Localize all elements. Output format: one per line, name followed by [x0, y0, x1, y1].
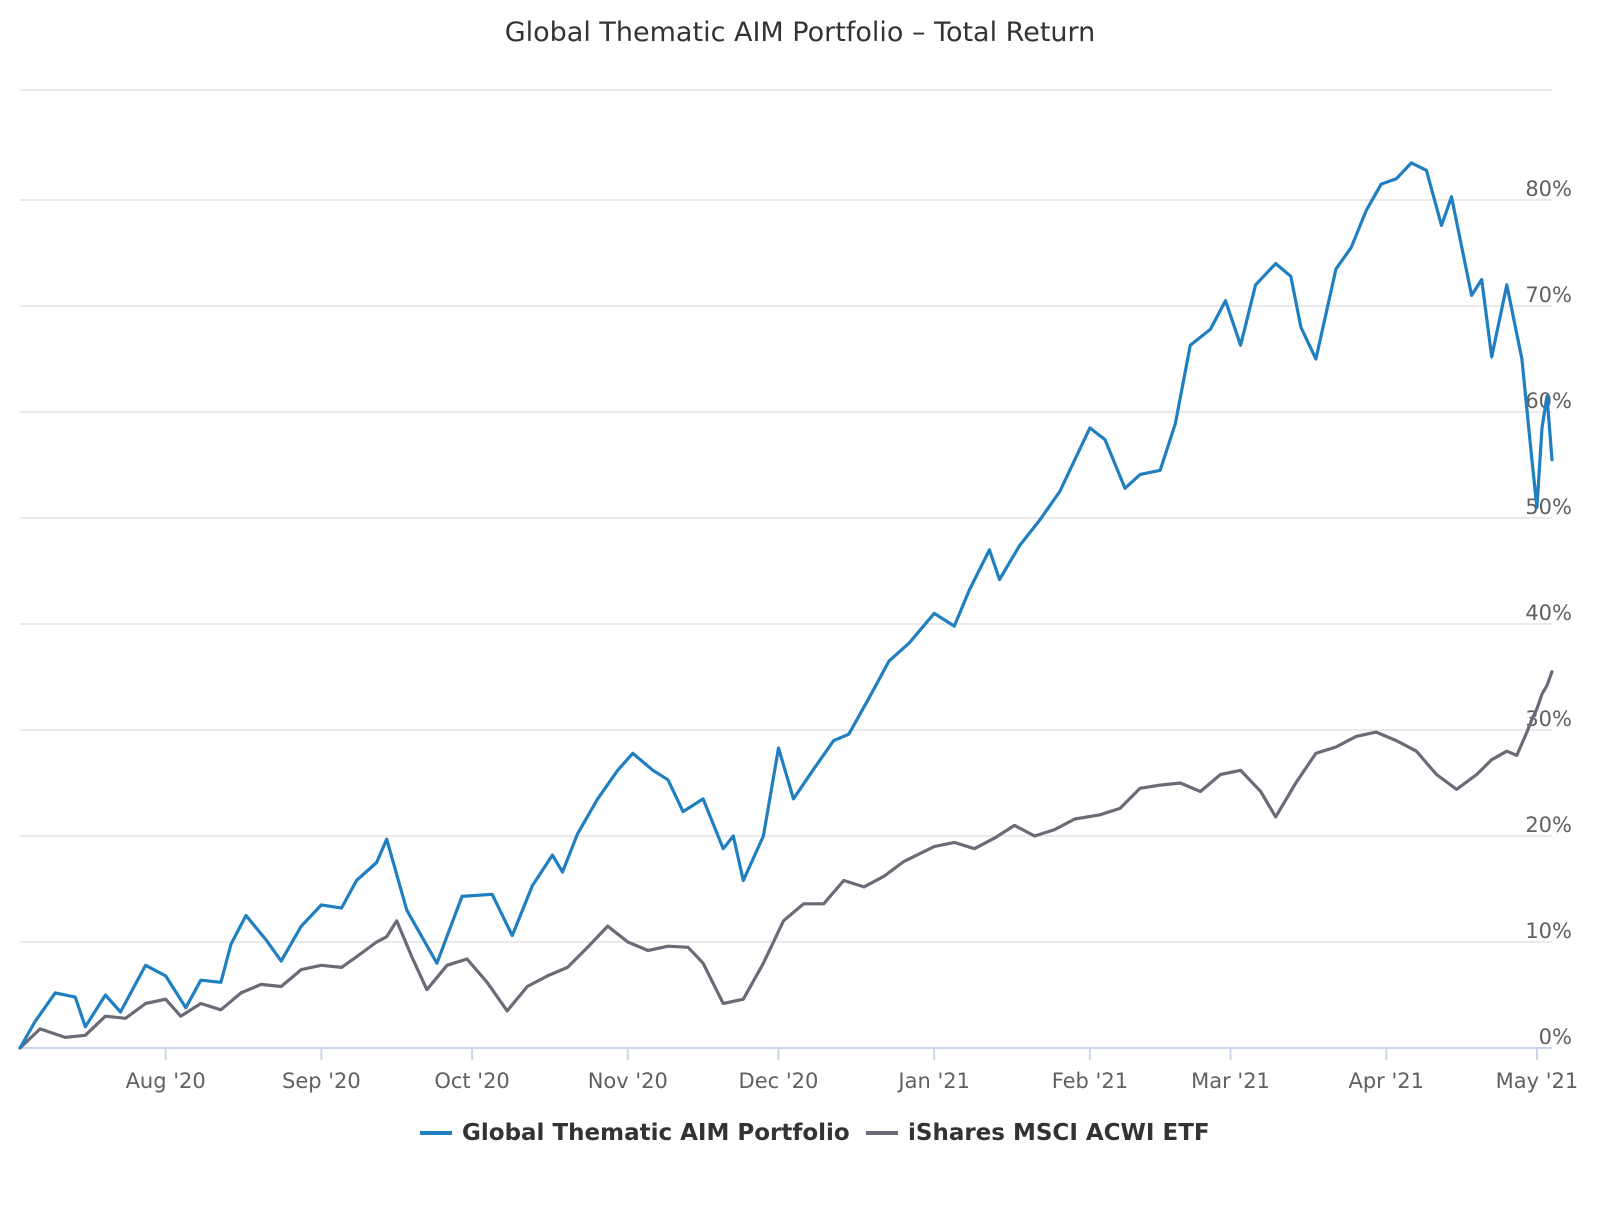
gridlines [20, 89, 1552, 943]
legend: Global Thematic AIM Portfolio iShares MSC… [420, 1120, 1210, 1146]
y-tick-label: 50% [1525, 495, 1572, 519]
x-tick-label: Nov '20 [588, 1069, 668, 1093]
legend-label: iShares MSCI ACWI ETF [908, 1120, 1210, 1146]
y-tick-label: 70% [1525, 283, 1572, 307]
x-tick-label: Mar '21 [1191, 1069, 1270, 1093]
x-tick-label: Sep '20 [282, 1069, 361, 1093]
series-line-0[interactable] [18, 161, 1554, 1050]
legend-item-0[interactable]: Global Thematic AIM Portfolio [420, 1120, 850, 1146]
series-lines [18, 161, 1554, 1050]
x-tick-label: Feb '21 [1052, 1069, 1128, 1093]
x-tick-label: May '21 [1496, 1069, 1579, 1093]
y-tick-label: 20% [1525, 813, 1572, 837]
series-line-1[interactable] [18, 670, 1554, 1050]
x-tick-label: Apr '21 [1348, 1069, 1424, 1093]
x-tick-label: Jan '21 [896, 1069, 970, 1093]
x-tick-label: Oct '20 [434, 1069, 509, 1093]
y-tick-label: 80% [1525, 177, 1572, 201]
x-tick-label: Aug '20 [126, 1069, 206, 1093]
y-tick-label: 0% [1539, 1025, 1572, 1049]
x-axis: Aug '20 Sep '20 Oct '20 Nov '20 Dec '20 Jan '… [20, 1047, 1579, 1093]
legend-item-1[interactable]: iShares MSCI ACWI ETF [866, 1120, 1210, 1146]
chart-title: Global Thematic AIM Portfolio – Total Re… [505, 17, 1096, 48]
x-tick-label: Dec '20 [739, 1069, 819, 1093]
y-tick-label: 10% [1525, 919, 1572, 943]
legend-label: Global Thematic AIM Portfolio [462, 1120, 850, 1146]
y-tick-label: 40% [1525, 601, 1572, 625]
y-axis-ticks: 0%10%20%30%40%50%60%70%80% [1525, 177, 1572, 1049]
